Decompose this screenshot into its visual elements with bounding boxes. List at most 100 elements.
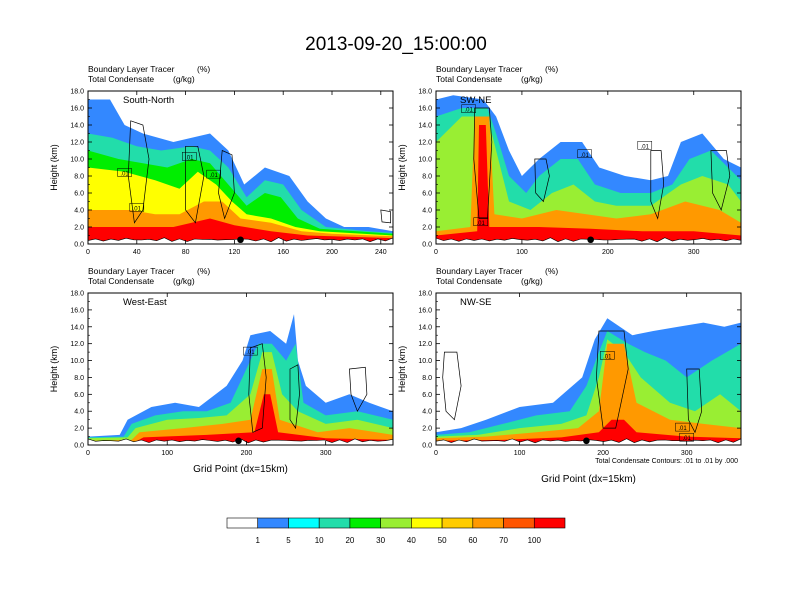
y-tick-label: 18.0 [418,89,432,96]
x-tick-label: 100 [516,249,528,256]
panel-header-field: Total Condensate [88,276,154,286]
colorbar-label: 5 [286,536,291,545]
panel-header-field: Boundary Layer Tracer [88,266,175,276]
contour-label: .01 [603,354,612,360]
plot-area: .01 .01 .01 [436,293,741,445]
tracer-layer [436,116,741,244]
panel-header-field: Total Condensate [436,276,502,286]
y-tick-label: 12.0 [418,341,432,348]
y-tick-label: 8.0 [74,375,84,382]
x-tick-label: 120 [229,249,241,256]
location-marker [587,236,594,244]
contour-label: .01 [120,171,129,177]
panel-header-field: Boundary Layer Tracer [436,64,523,74]
contour-label: .01 [464,108,473,114]
y-tick-label: 16.0 [70,307,84,314]
y-tick-label: 4.0 [422,208,432,215]
y-tick-label: 4.0 [422,409,432,416]
x-tick-label: 200 [597,450,609,457]
contour-label: .01 [683,436,692,442]
contour-label-box [243,346,258,356]
plot-area: .01 .01 .01 .01 [88,91,393,244]
x-tick-label: 160 [277,249,289,256]
colorbar-label: 60 [468,536,477,545]
y-tick-label: 10.0 [418,358,432,365]
panel-header-unit: (%) [545,266,558,276]
y-tick-label: 18.0 [70,291,84,298]
x-axis-label: Grid Point (dx=15km) [541,474,636,485]
y-tick-label: 8.0 [422,375,432,382]
contour-label: .01 [246,350,255,356]
condensate-contour [248,343,267,433]
x-tick-label: 0 [86,249,90,256]
y-tick-label: 2.0 [422,426,432,433]
panel-label: South-North [123,95,174,106]
x-tick-label: 240 [375,249,387,256]
location-marker [583,437,590,445]
colorbar-label: 30 [376,536,385,545]
colorbar-label: 50 [438,536,447,545]
condensate-contour [380,209,391,224]
panel-header-field: Total Condensate [436,74,502,84]
x-tick-label: 40 [133,249,141,256]
condensate-contour [349,366,368,413]
y-tick-label: 8.0 [422,174,432,181]
colorbar-swatch [380,517,412,529]
contour-label-box [182,152,197,161]
colorbar-swatch [533,517,566,529]
y-tick-label: 16.0 [418,106,432,113]
contour-label: .01 [185,155,194,161]
contour-label-box [206,169,221,179]
y-axis-label: Height (km) [49,346,59,393]
panel-2: Boundary Layer Tracer (%) Total Condensate… [397,64,742,256]
y-tick-label: 0.0 [422,242,432,249]
x-tick-label: 200 [602,249,614,256]
y-tick-label: 0.0 [74,443,84,450]
condensate-contour [650,150,665,220]
condensate-contour [218,149,235,220]
contour-label-box [461,104,476,113]
y-tick-label: 4.0 [74,208,84,215]
y-tick-label: 12.0 [70,341,84,348]
condensate-contour [289,364,300,430]
y-tick-label: 6.0 [74,191,84,198]
x-tick-label: 300 [688,249,700,256]
tracer-layer [436,419,741,445]
panel-4: Boundary Layer Tracer (%) Total Condensate… [397,266,742,485]
panel-header-field: Boundary Layer Tracer [436,266,523,276]
y-tick-label: 2.0 [74,426,84,433]
colorbar-swatch [257,517,289,529]
x-tick-label: 0 [434,249,438,256]
colorbar-swatch [503,517,535,529]
condensate-contour [596,330,629,429]
y-tick-label: 12.0 [70,140,84,147]
y-tick-label: 2.0 [74,225,84,232]
y-axis-label: Height (km) [49,144,59,191]
colorbar-label: 10 [315,536,324,545]
figure-title: 2013-09-20_15:00:00 [305,34,487,55]
colorbar-swatch [441,517,474,529]
plot-area: .01 .01 .01 .01 [436,91,741,244]
contour-label-box [600,351,615,360]
condensate-contour [686,368,703,434]
location-marker [237,236,244,244]
x-tick-label: 300 [681,450,693,457]
colorbar-swatch [349,517,381,529]
colorbar-swatch [318,517,351,529]
y-tick-label: 16.0 [70,106,84,113]
colorbar: 1 5 10 20 30 40 50 60 70 100 [226,517,566,545]
colorbar-label: 20 [345,536,354,545]
y-tick-label: 18.0 [70,89,84,96]
y-tick-label: 14.0 [418,324,432,331]
y-tick-label: 8.0 [74,174,84,181]
y-tick-label: 10.0 [70,157,84,164]
x-axis-label: Grid Point (dx=15km) [193,464,288,475]
x-tick-label: 0 [434,450,438,457]
tracer-layer [88,394,393,445]
location-marker [235,437,242,445]
colorbar-label: 1 [256,536,261,545]
x-tick-label: 0 [86,450,90,457]
colorbar-swatch [411,517,443,529]
y-axis-label: Height (km) [397,346,407,393]
